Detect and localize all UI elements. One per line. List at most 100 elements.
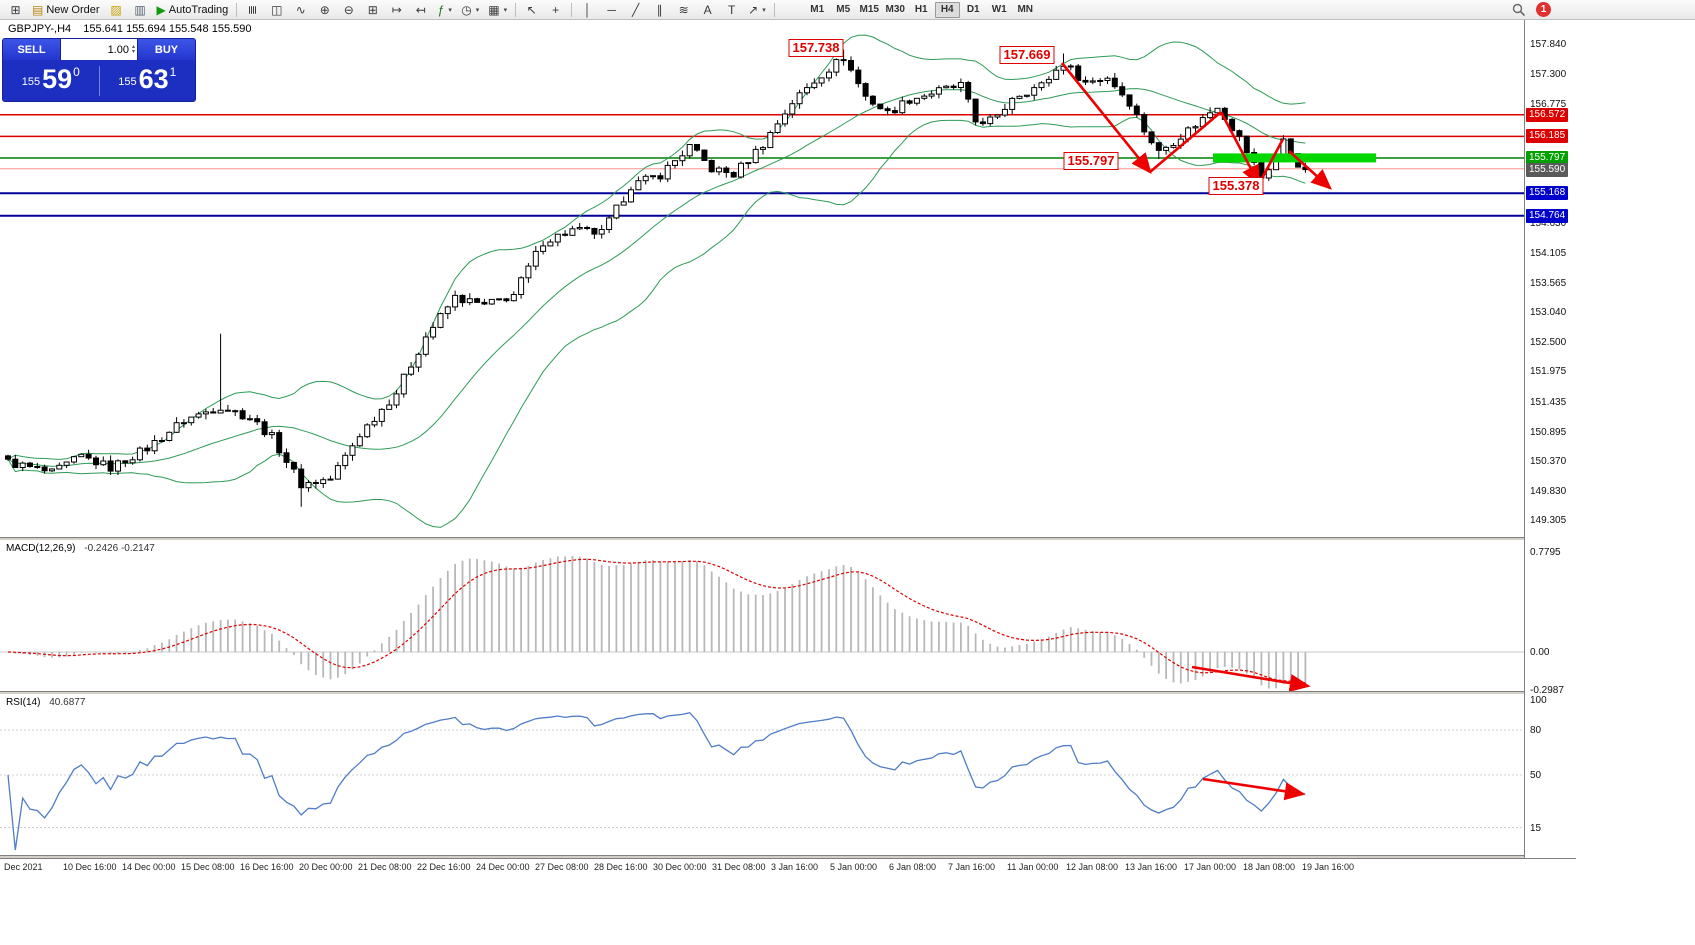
print-icon: ▥ bbox=[134, 2, 146, 17]
templates-icon: ▦ bbox=[488, 2, 500, 17]
rsi-scale-label: 100 bbox=[1530, 695, 1547, 706]
chart-line-button[interactable]: ∿ bbox=[289, 1, 312, 19]
price-axis[interactable]: 157.840 157.300 156.775 154.630 154.105 153.5… bbox=[1524, 20, 1584, 858]
price-annotation: 157.669 bbox=[999, 46, 1055, 64]
horizontal-lines-layer bbox=[0, 114, 1524, 217]
vertical-line-icon: │ bbox=[583, 2, 592, 17]
new-order-button[interactable]: ▤ New Order bbox=[28, 1, 104, 19]
timeframe-h1[interactable]: H1 bbox=[914, 4, 928, 15]
new-order-button-label: New Order bbox=[46, 3, 100, 16]
auto-scroll-button[interactable]: ↦ bbox=[385, 1, 408, 19]
pane-separator[interactable] bbox=[0, 537, 1576, 540]
indicators-button[interactable]: ƒ ▾ bbox=[433, 1, 456, 19]
time-label: 12 Jan 08:00 bbox=[1066, 862, 1119, 872]
macd-signal-line bbox=[7, 558, 1306, 684]
chart-bars-button[interactable]: ≣ bbox=[241, 1, 264, 19]
horizontal-line-icon: ─ bbox=[607, 2, 616, 17]
sell-button[interactable]: SELL bbox=[3, 39, 60, 60]
buy-price[interactable]: 155 63 1 bbox=[100, 65, 196, 97]
cursor-icon: ↖ bbox=[526, 2, 537, 17]
toolbar-separator bbox=[571, 2, 573, 17]
timeframe-h4[interactable]: H4 bbox=[934, 1, 960, 18]
crosshair-button[interactable]: + bbox=[544, 1, 567, 19]
search-icon[interactable] bbox=[1512, 3, 1526, 17]
volume-input[interactable]: 1.00 ▴ ▾ bbox=[61, 39, 137, 60]
arrows-icon: ↗ bbox=[748, 2, 759, 17]
notification-badge[interactable]: 1 bbox=[1536, 2, 1551, 17]
macd-scale-label: 0.00 bbox=[1530, 647, 1550, 658]
trendline-button[interactable]: ╱ bbox=[624, 1, 647, 19]
chart-shift-button[interactable]: ↤ bbox=[409, 1, 432, 19]
zoom-in-button[interactable]: ⊕ bbox=[313, 1, 336, 19]
spinner-down-icon[interactable]: ▾ bbox=[131, 48, 135, 55]
volume-spinner[interactable]: ▴ ▾ bbox=[131, 43, 135, 55]
macd-values: -0.2426 -0.2147 bbox=[84, 543, 155, 554]
time-label: 15 Dec 08:00 bbox=[181, 862, 235, 872]
arrows-button[interactable]: ↗ ▾ bbox=[744, 1, 770, 19]
toolbar-left: ⊞ ▤ New Order ▨ ▥ ▶ AutoTrading ≣ ◫ ∿ ⊕ ⊖ ⊞ ↦ ↤ ƒ ▾ ◷ ▾ ▦ ▾ ↖… bbox=[4, 0, 1038, 20]
time-axis[interactable]: Dec 2021 10 Dec 16:00 14 Dec 00:00 15 Dec 0… bbox=[0, 858, 1576, 876]
print-button[interactable]: ▥ bbox=[129, 1, 152, 19]
chart-window-button[interactable]: ⊞ bbox=[4, 1, 27, 19]
price-annotation: 157.738 bbox=[788, 39, 844, 57]
cursor-button[interactable]: ↖ bbox=[520, 1, 543, 19]
rsi-scale-label: 50 bbox=[1530, 770, 1542, 781]
macd-svg[interactable] bbox=[0, 540, 1524, 691]
chart-candles-icon: ◫ bbox=[271, 2, 283, 17]
horizontal-line-button[interactable]: ─ bbox=[600, 1, 623, 19]
candles-layer bbox=[5, 49, 1309, 507]
macd-scale-label: 0.7795 bbox=[1530, 547, 1561, 559]
autotrading-icon: ▶ bbox=[156, 2, 166, 17]
dropdown-caret-icon: ▾ bbox=[475, 6, 480, 14]
timeframe-mn[interactable]: MN bbox=[1017, 4, 1034, 15]
price-label: 157.840 bbox=[1530, 39, 1567, 50]
channel-button[interactable]: ∥ bbox=[648, 1, 671, 19]
timeframe-w1[interactable]: W1 bbox=[991, 4, 1007, 15]
toolbar: ⊞ ▤ New Order ▨ ▥ ▶ AutoTrading ≣ ◫ ∿ ⊕ ⊖ ⊞ ↦ ↤ ƒ ▾ ◷ ▾ ▦ ▾ ↖… bbox=[0, 0, 1695, 20]
price-digits: 155 bbox=[118, 75, 137, 88]
zoom-out-button[interactable]: ⊖ bbox=[337, 1, 360, 19]
tile-windows-button[interactable]: ⊞ bbox=[361, 1, 384, 19]
main-chart-svg[interactable] bbox=[0, 20, 1524, 537]
timeframe-m1[interactable]: M1 bbox=[810, 4, 825, 15]
metaeditor-button[interactable]: ▨ bbox=[105, 1, 128, 19]
highlight-zone bbox=[1213, 153, 1376, 163]
rsi-value: 40.6877 bbox=[49, 697, 86, 708]
price-label: 149.305 bbox=[1530, 515, 1567, 527]
templates-button[interactable]: ▦ ▾ bbox=[484, 1, 511, 19]
chart-candles-button[interactable]: ◫ bbox=[265, 1, 288, 19]
chart-line-icon: ∿ bbox=[295, 2, 306, 17]
price-badge: 156.572 bbox=[1526, 107, 1569, 122]
chart-window-icon: ⊞ bbox=[10, 2, 21, 17]
time-label: 31 Dec 08:00 bbox=[712, 862, 766, 872]
new-order-icon: ▤ bbox=[32, 2, 44, 17]
buy-button[interactable]: BUY bbox=[138, 39, 195, 60]
autotrading-button[interactable]: ▶ AutoTrading bbox=[153, 1, 233, 19]
sell-price[interactable]: 155 59 0 bbox=[3, 65, 99, 97]
macd-title: MACD(12,26,9) bbox=[6, 543, 76, 554]
text-button[interactable]: A bbox=[696, 1, 719, 19]
rsi-svg[interactable] bbox=[0, 694, 1524, 855]
timeframe-d1[interactable]: D1 bbox=[966, 4, 980, 15]
price-annotation: 155.378 bbox=[1208, 177, 1264, 195]
indicators-icon: ƒ bbox=[437, 2, 445, 17]
price-digits: 59 bbox=[42, 63, 73, 94]
vertical-line-button[interactable]: │ bbox=[576, 1, 599, 19]
periods-button[interactable]: ◷ ▾ bbox=[457, 1, 483, 19]
timeframe-m15[interactable]: M15 bbox=[859, 4, 879, 15]
rsi-label: RSI(14) 40.6877 bbox=[6, 697, 85, 708]
spinner-up-icon[interactable]: ▴ bbox=[131, 43, 135, 50]
toolbar-separator bbox=[236, 2, 238, 17]
price-digits: 63 bbox=[138, 63, 169, 94]
fibonacci-icon: ≋ bbox=[678, 2, 689, 17]
pane-separator[interactable] bbox=[0, 691, 1576, 694]
label-button[interactable]: T bbox=[720, 1, 743, 19]
price-label: 151.435 bbox=[1530, 396, 1567, 408]
price-badge: 155.797 bbox=[1526, 151, 1569, 165]
fibonacci-button[interactable]: ≋ bbox=[672, 1, 695, 19]
pane-separator[interactable] bbox=[0, 855, 1576, 858]
timeframe-m5[interactable]: M5 bbox=[836, 4, 851, 15]
timeframe-m30[interactable]: M30 bbox=[885, 4, 905, 15]
dropdown-caret-icon: ▾ bbox=[503, 6, 508, 14]
chart-symbol-info: GBPJPY-,H4 155.641 155.694 155.548 155.5… bbox=[8, 23, 251, 35]
